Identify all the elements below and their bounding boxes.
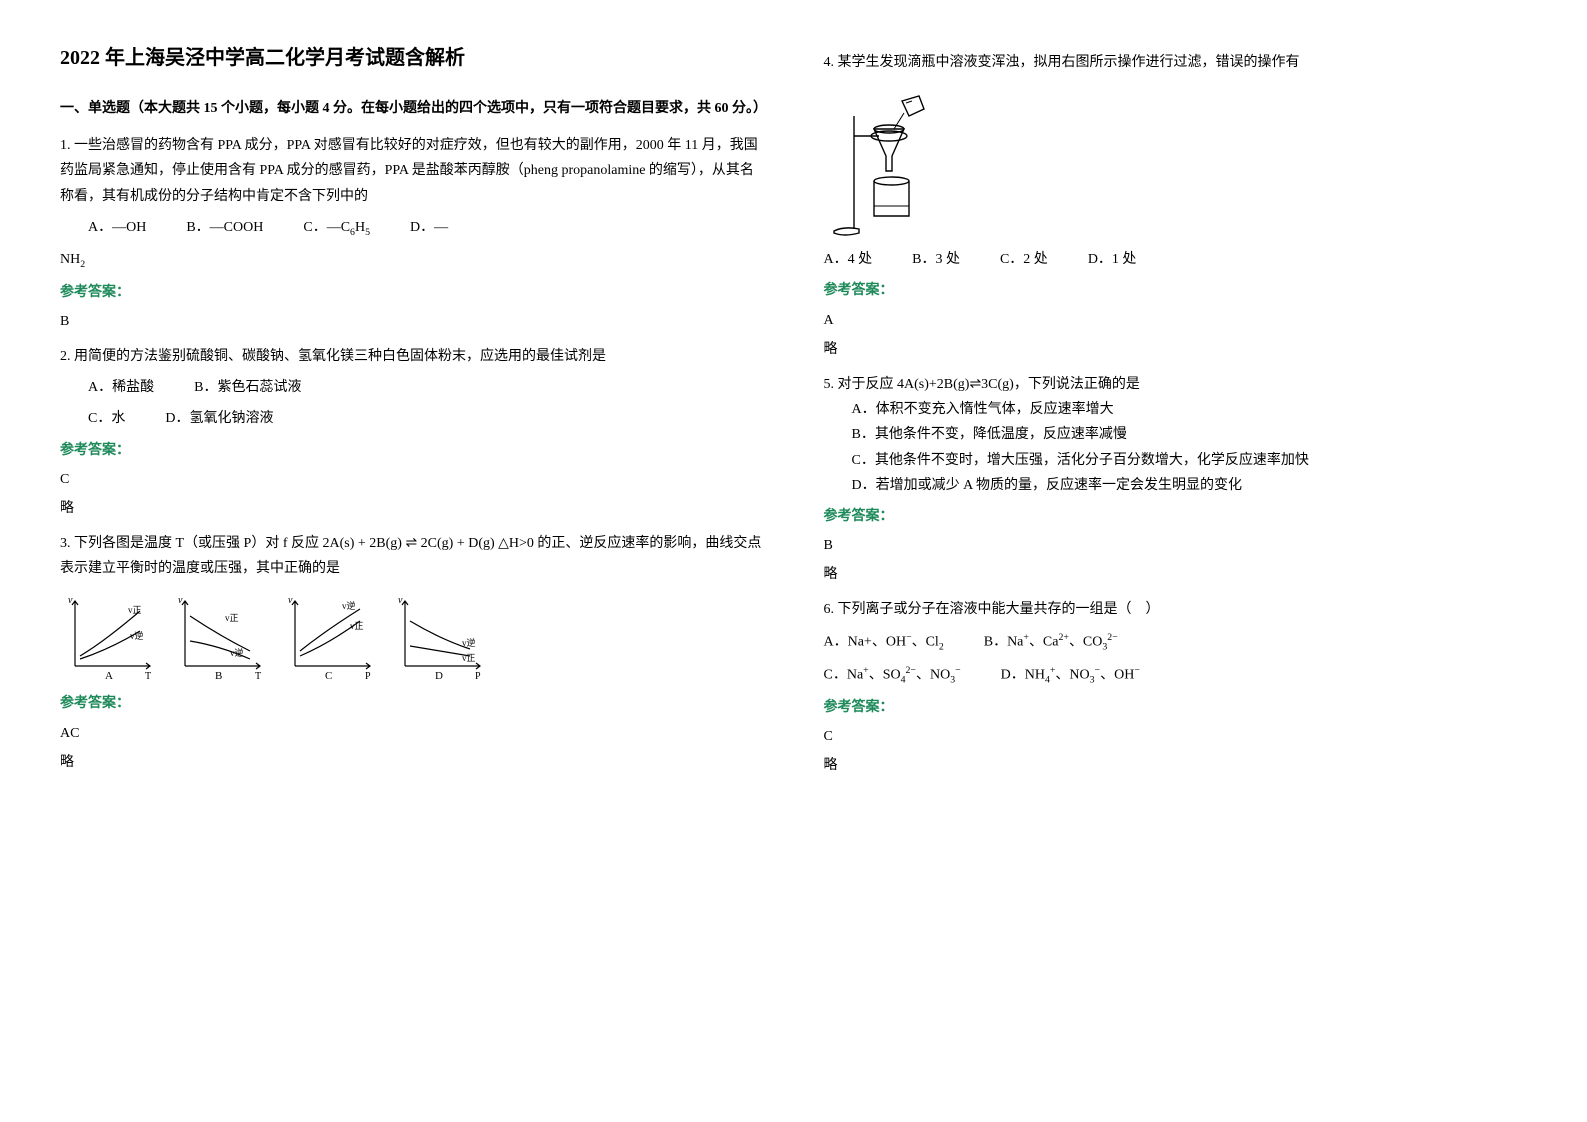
graph-c: v v逆 v正 P C <box>280 591 380 681</box>
question-6: 6. 下列离子或分子在溶液中能大量共存的一组是（ ） A．Na+、OH−、Cl2… <box>824 597 1528 778</box>
q4-note: 略 <box>824 337 1528 362</box>
question-2: 2. 用简便的方法鉴别硫酸铜、碳酸钠、氢氧化镁三种白色固体粉末，应选用的最佳试剂… <box>60 344 764 521</box>
q4-answer: A <box>824 308 1528 333</box>
q6-answer: C <box>824 724 1528 749</box>
q1-opt-c: C．—C6H5 <box>303 215 370 241</box>
q3-answer: AC <box>60 721 764 746</box>
q6-opt-c: C．Na+、SO42−、NO3− <box>824 662 961 689</box>
q4-opt-c: C．2 处 <box>1000 247 1048 272</box>
q5-note: 略 <box>824 562 1528 587</box>
q3-stem: 3. 下列各图是温度 T（或压强 P）对 f 反应 2A(s) + 2B(g) … <box>60 531 764 581</box>
q2-answer: C <box>60 467 764 492</box>
question-1: 1. 一些治感冒的药物含有 PPA 成分，PPA 对感冒有比较好的对症疗效，但也… <box>60 133 764 334</box>
q2-opt-c: C．水 <box>88 406 125 431</box>
q6-row2: C．Na+、SO42−、NO3− D．NH4+、NO3−、OH− <box>824 662 1528 689</box>
graph-label-a: A <box>105 670 113 681</box>
q5-opt-a: A．体积不变充入惰性气体，反应速率增大 <box>852 397 1528 422</box>
q1-options: A．—OH B．—COOH C．—C6H5 D．— <box>88 215 764 241</box>
answer-label: 参考答案： <box>60 438 764 463</box>
graph-label-b: B <box>215 670 222 681</box>
q5-opt-b: B．其他条件不变，降低温度，反应速率减慢 <box>852 422 1528 447</box>
q1-opt-a: A．—OH <box>88 215 146 241</box>
q6-stem: 6. 下列离子或分子在溶液中能大量共存的一组是（ ） <box>824 597 1528 622</box>
q2-opt-a: A．稀盐酸 <box>88 375 154 400</box>
svg-text:v: v <box>288 595 293 606</box>
answer-label: 参考答案： <box>824 278 1528 303</box>
q5-opt-c: C．其他条件不变时，增大压强，活化分子百分数增大，化学反应速率加快 <box>852 448 1528 473</box>
q1-opt-d-prefix: D．— <box>410 215 448 241</box>
left-column: 2022 年上海吴泾中学高二化学月考试题含解析 一、单选题（本大题共 15 个小… <box>60 40 764 788</box>
q6-opt-a: A．Na+、OH−、Cl2 <box>824 629 944 656</box>
graph-label-d: D <box>435 670 443 681</box>
q5-answer: B <box>824 533 1528 558</box>
graph-b-svg: v v正 v逆 T B <box>170 591 270 681</box>
q2-stem: 2. 用简便的方法鉴别硫酸铜、碳酸钠、氢氧化镁三种白色固体粉末，应选用的最佳试剂… <box>60 344 764 369</box>
q1-stem: 1. 一些治感冒的药物含有 PPA 成分，PPA 对感冒有比较好的对症疗效，但也… <box>60 133 764 209</box>
q4-opt-a: A．4 处 <box>824 247 873 272</box>
svg-text:T: T <box>255 671 261 681</box>
svg-text:v逆: v逆 <box>230 647 244 658</box>
q6-opt-b: B．Na+、Ca2+、CO32− <box>984 629 1118 656</box>
question-4: 4. 某学生发现滴瓶中溶液变浑浊，拟用右图所示操作进行过滤，错误的操作有 <box>824 50 1528 362</box>
svg-text:v正: v正 <box>225 613 239 623</box>
q3-note: 略 <box>60 750 764 775</box>
svg-text:v: v <box>398 595 403 606</box>
graph-d-svg: v v逆 v正 P D <box>390 591 490 681</box>
svg-text:P: P <box>475 671 481 681</box>
answer-label: 参考答案： <box>824 504 1528 529</box>
filtration-diagram <box>824 81 944 241</box>
q4-opt-d: D．1 处 <box>1088 247 1137 272</box>
q1-opt-b: B．—COOH <box>186 215 263 241</box>
q3-graphs: v v正 v逆 T A <box>60 591 764 681</box>
q6-opt-d: D．NH4+、NO3−、OH− <box>1001 662 1140 689</box>
graph-c-svg: v v逆 v正 P C <box>280 591 380 681</box>
section-heading: 一、单选题（本大题共 15 个小题，每小题 4 分。在每小题给出的四个选项中，只… <box>60 96 764 121</box>
curve-vr: v逆 <box>130 630 144 641</box>
page-title: 2022 年上海吴泾中学高二化学月考试题含解析 <box>60 40 764 76</box>
right-column: 4. 某学生发现滴瓶中溶液变浑浊，拟用右图所示操作进行过滤，错误的操作有 <box>824 40 1528 788</box>
axis-v: v <box>68 595 73 606</box>
axis-t: T <box>145 671 151 681</box>
svg-text:v正: v正 <box>462 653 476 663</box>
q2-opt-b: B．紫色石蕊试液 <box>194 375 301 400</box>
q6-note: 略 <box>824 753 1528 778</box>
q6-row1: A．Na+、OH−、Cl2 B．Na+、Ca2+、CO32− <box>824 629 1528 656</box>
svg-text:v: v <box>178 595 183 606</box>
graph-d: v v逆 v正 P D <box>390 591 490 681</box>
graph-b: v v正 v逆 T B <box>170 591 270 681</box>
q1-opt-d-rest: NH2 <box>60 247 764 273</box>
q2-options: A．稀盐酸 B．紫色石蕊试液 C．水 D．氢氧化钠溶液 <box>88 375 764 431</box>
graph-a: v v正 v逆 T A <box>60 591 160 681</box>
question-3: 3. 下列各图是温度 T（或压强 P）对 f 反应 2A(s) + 2B(g) … <box>60 531 764 775</box>
q4-options: A．4 处 B．3 处 C．2 处 D．1 处 <box>824 247 1528 272</box>
page: 2022 年上海吴泾中学高二化学月考试题含解析 一、单选题（本大题共 15 个小… <box>60 40 1527 788</box>
answer-label: 参考答案： <box>60 691 764 716</box>
answer-label: 参考答案： <box>824 695 1528 720</box>
q5-stem: 5. 对于反应 4A(s)+2B(g)⇌3C(g)，下列说法正确的是 <box>824 372 1528 397</box>
svg-text:v正: v正 <box>350 621 364 631</box>
graph-a-svg: v v正 v逆 T A <box>60 591 160 681</box>
question-5: 5. 对于反应 4A(s)+2B(g)⇌3C(g)，下列说法正确的是 A．体积不… <box>824 372 1528 588</box>
svg-text:v逆: v逆 <box>462 637 476 648</box>
curve-vf: v正 <box>128 605 142 615</box>
q2-note: 略 <box>60 496 764 521</box>
q2-opt-d: D．氢氧化钠溶液 <box>165 406 273 431</box>
q4-opt-b: B．3 处 <box>912 247 960 272</box>
q1-answer: B <box>60 309 764 334</box>
svg-text:v逆: v逆 <box>342 600 356 611</box>
graph-label-c: C <box>325 670 332 681</box>
answer-label: 参考答案： <box>60 280 764 305</box>
svg-text:P: P <box>365 671 371 681</box>
q5-opt-d: D．若增加或减少 A 物质的量，反应速率一定会发生明显的变化 <box>852 473 1528 498</box>
q4-stem: 4. 某学生发现滴瓶中溶液变浑浊，拟用右图所示操作进行过滤，错误的操作有 <box>824 50 1528 75</box>
